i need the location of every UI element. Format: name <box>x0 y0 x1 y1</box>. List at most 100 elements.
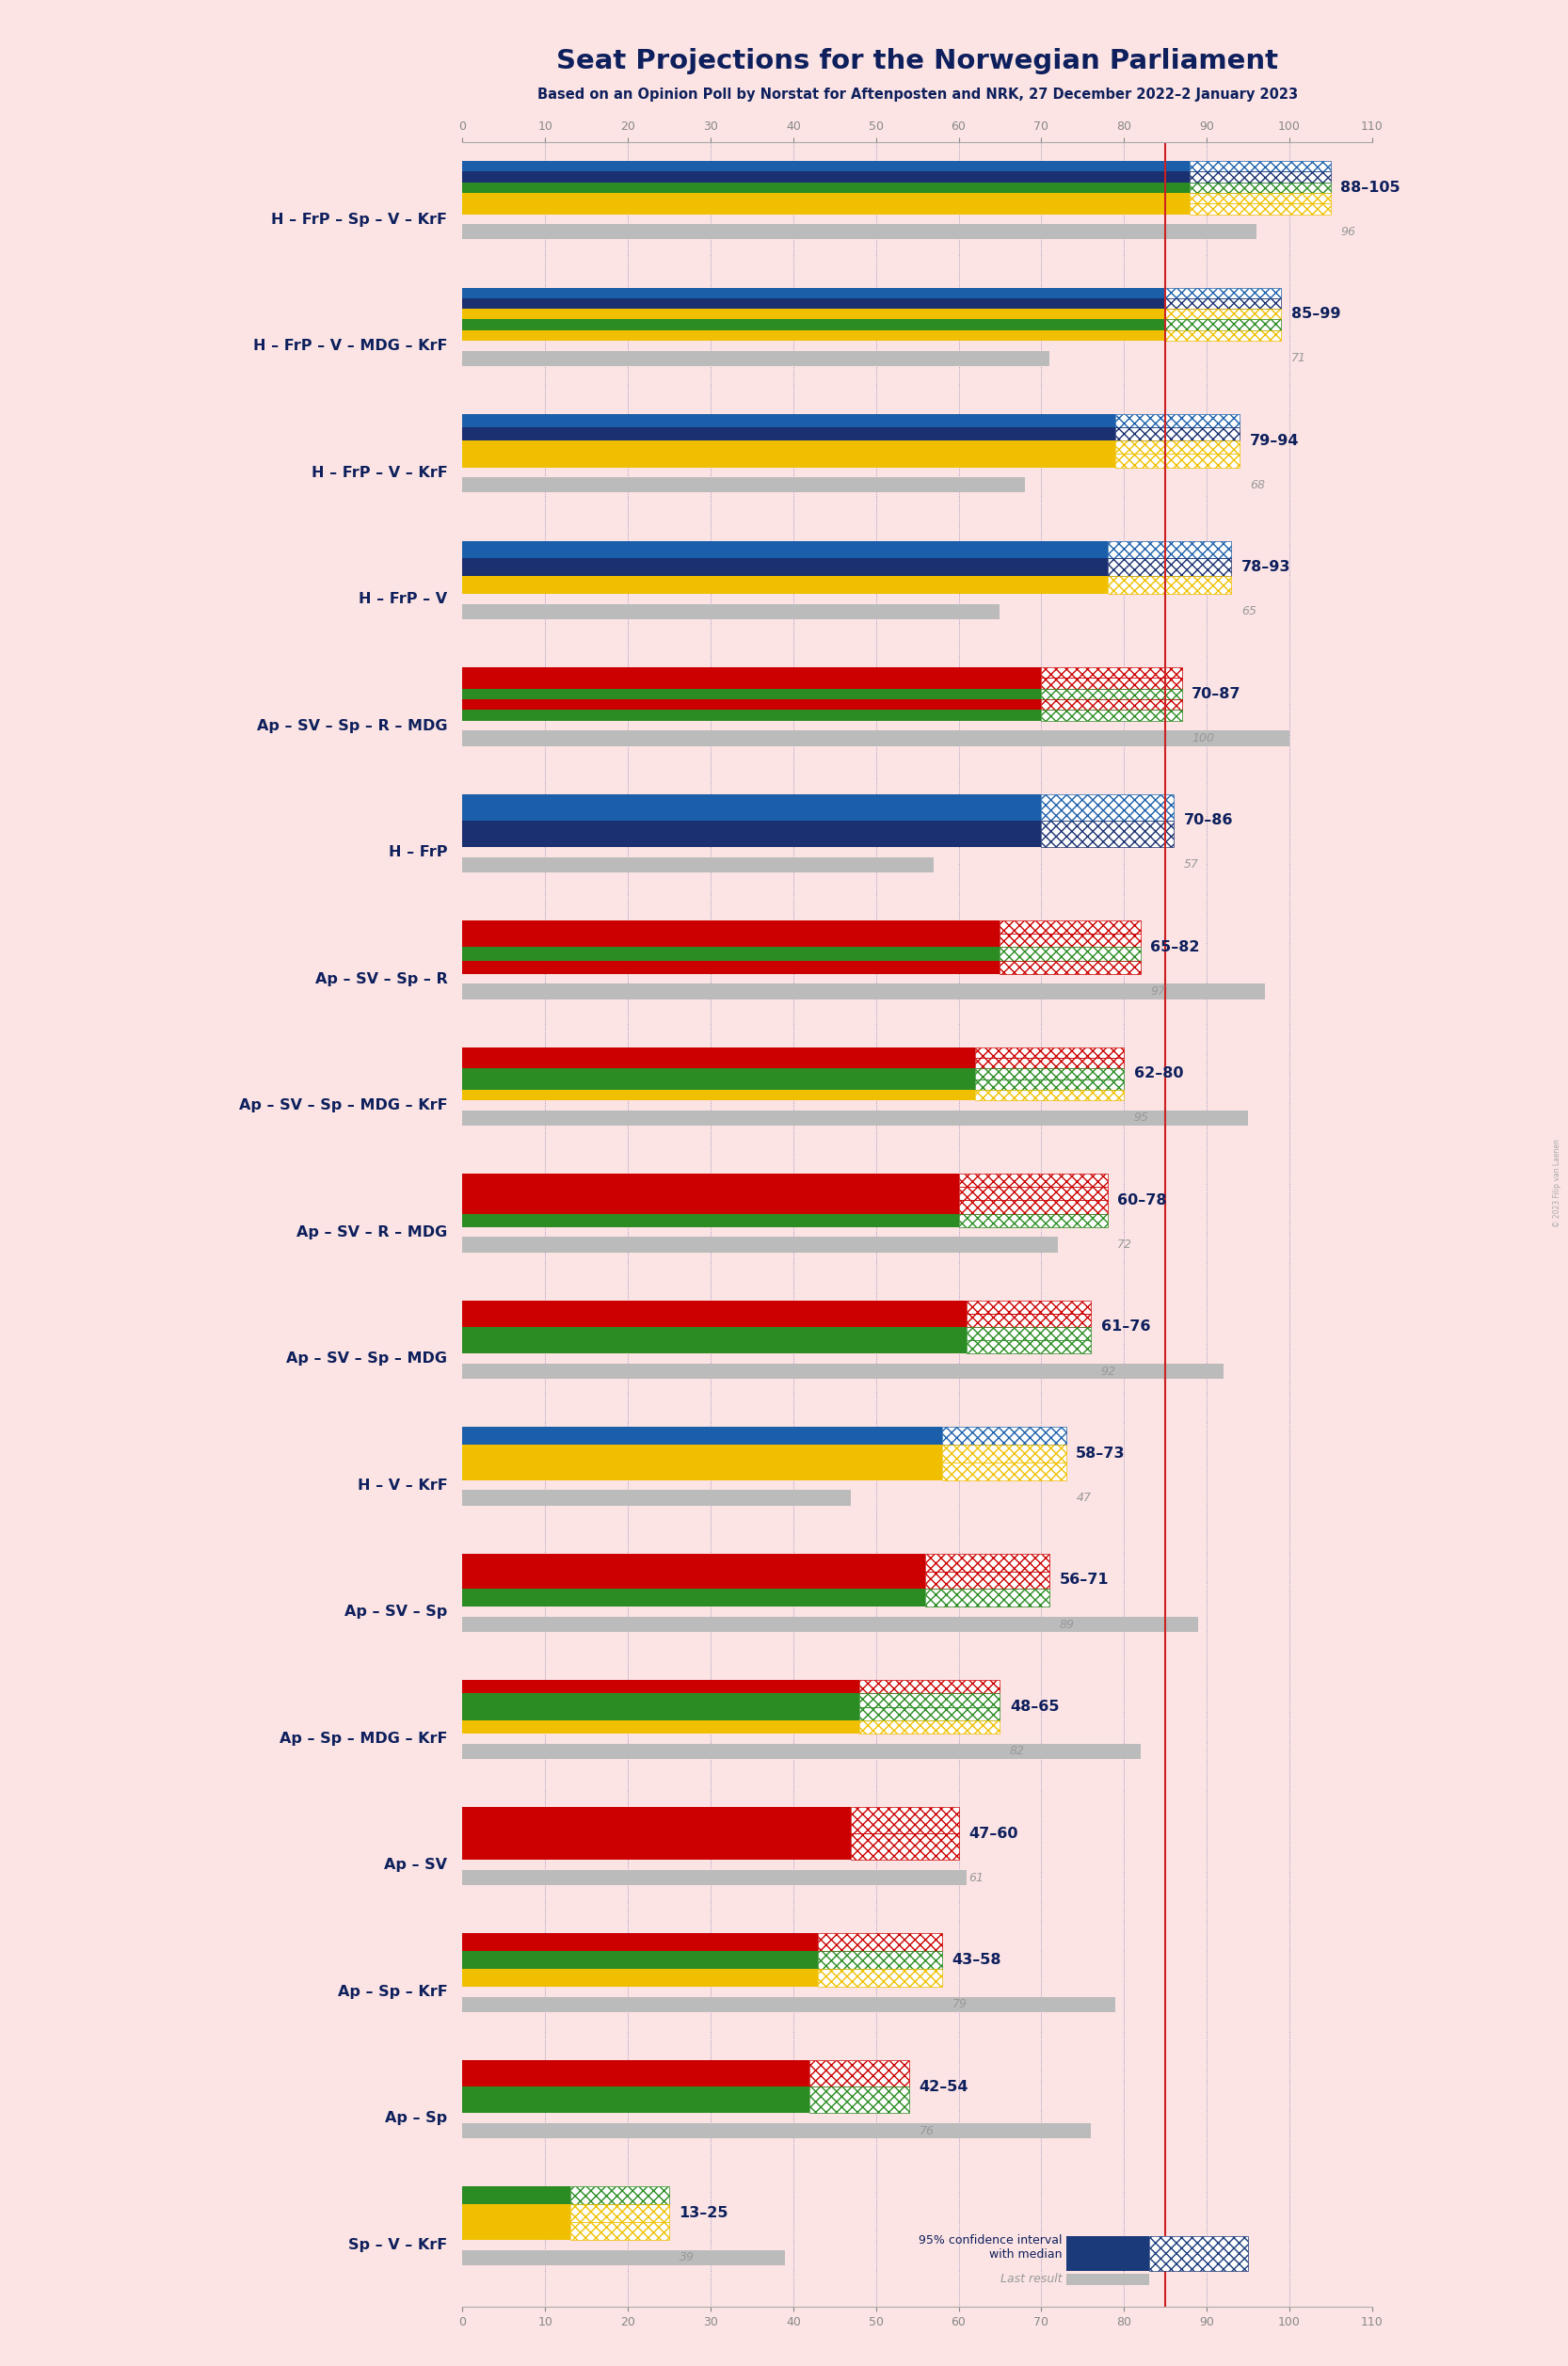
Bar <box>463 603 1000 620</box>
Bar <box>463 1694 859 1706</box>
Bar <box>463 2222 571 2241</box>
Text: 60–78: 60–78 <box>1118 1192 1167 1207</box>
Bar <box>1116 414 1240 428</box>
Bar <box>975 1079 1124 1091</box>
Bar <box>463 1188 958 1200</box>
Text: 100: 100 <box>1192 731 1214 745</box>
Text: 85–99: 85–99 <box>1290 308 1341 322</box>
Bar <box>463 161 1190 173</box>
Bar <box>1041 710 1182 722</box>
Bar <box>975 1091 1124 1100</box>
Bar <box>975 1091 1124 1100</box>
Bar <box>463 1744 1140 1758</box>
Bar <box>463 1491 851 1505</box>
Bar <box>958 1200 1107 1214</box>
Bar <box>1000 961 1140 975</box>
Bar <box>463 689 1041 700</box>
Bar <box>818 1933 942 1952</box>
Bar <box>818 1969 942 1987</box>
Bar <box>967 1339 1091 1353</box>
Bar <box>463 298 1165 310</box>
Bar <box>463 2205 571 2222</box>
Bar <box>958 1188 1107 1200</box>
Bar <box>942 1446 1066 1462</box>
Bar <box>1149 2236 1248 2271</box>
Text: 79: 79 <box>952 1999 967 2011</box>
Text: 57: 57 <box>1184 859 1198 871</box>
Bar <box>463 1869 967 1886</box>
Bar <box>1116 440 1240 454</box>
Bar <box>463 1058 975 1069</box>
Bar <box>1000 935 1140 946</box>
Bar <box>1000 920 1140 935</box>
Bar <box>1116 414 1240 428</box>
Bar <box>463 1590 925 1607</box>
Text: 43–58: 43–58 <box>952 1952 1002 1966</box>
Bar <box>1165 289 1281 298</box>
Bar <box>463 700 1041 710</box>
Bar <box>1190 161 1331 173</box>
Bar <box>1107 558 1231 577</box>
Text: 68: 68 <box>1250 478 1265 492</box>
Bar <box>1066 2274 1149 2286</box>
Bar <box>818 1969 942 1987</box>
Bar <box>1190 203 1331 213</box>
Bar <box>463 935 1000 946</box>
Bar <box>1190 182 1331 194</box>
Bar <box>571 2186 670 2205</box>
Bar <box>967 1327 1091 1339</box>
Bar <box>975 1058 1124 1069</box>
Text: Last result: Last result <box>1000 2274 1062 2286</box>
Bar <box>1116 440 1240 454</box>
Bar <box>1190 173 1331 182</box>
Bar <box>463 310 1165 319</box>
Bar <box>859 1706 1000 1720</box>
Bar <box>1116 454 1240 468</box>
Bar <box>1165 298 1281 310</box>
Bar <box>463 679 1041 689</box>
Bar <box>463 1680 859 1694</box>
Bar <box>463 946 1000 961</box>
Bar <box>463 1237 1058 1252</box>
Bar <box>967 1313 1091 1327</box>
Bar <box>851 1808 958 1834</box>
Bar <box>1165 319 1281 331</box>
Bar <box>1041 795 1173 821</box>
Text: 62–80: 62–80 <box>1134 1067 1184 1081</box>
Bar <box>463 1571 925 1590</box>
Bar <box>1190 173 1331 182</box>
Bar <box>463 1997 1116 2011</box>
Bar <box>1116 454 1240 468</box>
Bar <box>1000 946 1140 961</box>
Bar <box>463 710 1041 722</box>
Bar <box>463 1462 942 1481</box>
Bar <box>463 2061 809 2087</box>
Text: 96: 96 <box>1341 225 1356 239</box>
Bar <box>463 577 1107 594</box>
Bar <box>958 1214 1107 1228</box>
Bar <box>1107 542 1231 558</box>
Bar <box>463 203 1190 213</box>
Bar <box>925 1554 1049 1571</box>
Bar <box>463 1327 967 1339</box>
Bar <box>463 1706 859 1720</box>
Text: 61: 61 <box>969 1872 983 1883</box>
Bar <box>925 1554 1049 1571</box>
Bar <box>1107 558 1231 577</box>
Bar <box>463 1446 942 1462</box>
Bar <box>463 1933 818 1952</box>
Text: 72: 72 <box>1118 1237 1132 1252</box>
Text: 47: 47 <box>1076 1491 1091 1505</box>
Bar <box>1041 821 1173 847</box>
Bar <box>1000 920 1140 935</box>
Text: 70–87: 70–87 <box>1192 686 1242 700</box>
Bar <box>463 920 1000 935</box>
Text: © 2023 Filip van Laenen: © 2023 Filip van Laenen <box>1552 1138 1562 1228</box>
Bar <box>463 1834 851 1860</box>
Bar <box>463 542 1107 558</box>
Bar <box>571 2222 670 2241</box>
Bar <box>1041 795 1173 821</box>
Bar <box>1000 946 1140 961</box>
Bar <box>809 2087 909 2113</box>
Bar <box>859 1706 1000 1720</box>
